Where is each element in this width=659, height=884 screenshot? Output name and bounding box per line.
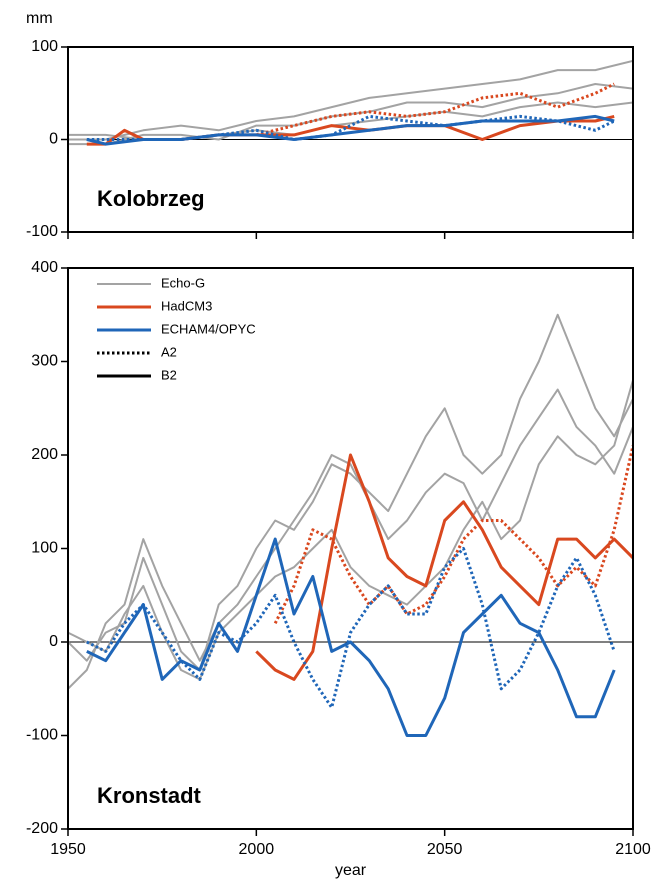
- x-tick-label: 2050: [427, 841, 463, 858]
- series-line: [68, 313, 633, 671]
- y-tick-label: -200: [26, 820, 58, 837]
- y-tick-label: 100: [31, 38, 58, 55]
- x-tick-label: 1950: [50, 841, 86, 858]
- legend-label: A2: [161, 344, 177, 359]
- plot-frame: [67, 267, 634, 830]
- series-line: [68, 379, 633, 681]
- y-tick-label: -100: [26, 223, 58, 240]
- legend-label: Echo-G: [161, 275, 205, 290]
- y-tick-label: -100: [26, 727, 58, 744]
- legend-label: HadCM3: [161, 298, 212, 313]
- series-line: [68, 59, 633, 141]
- series-line: [255, 453, 633, 681]
- x-axis-label: year: [335, 862, 367, 879]
- series-line: [86, 114, 615, 146]
- series-line: [68, 388, 633, 690]
- series-line: [86, 114, 615, 146]
- panel-title: Kolobrzeg: [97, 186, 205, 211]
- legend-label: ECHAM4/OPYC: [161, 321, 256, 336]
- x-tick-label: 2100: [615, 841, 651, 858]
- series-line: [86, 537, 616, 737]
- y-tick-label: 200: [31, 446, 58, 463]
- x-tick-label: 2000: [239, 841, 275, 858]
- panel-title: Kronstadt: [97, 783, 202, 808]
- series-line: [255, 82, 615, 137]
- y-axis-label: mm: [26, 10, 53, 27]
- series-line: [86, 547, 616, 709]
- y-tick-label: 300: [31, 353, 58, 370]
- y-tick-label: 100: [31, 540, 58, 557]
- y-tick-label: 0: [49, 633, 58, 650]
- legend-label: B2: [161, 367, 177, 382]
- series-line: [273, 445, 633, 624]
- y-tick-label: 400: [31, 259, 58, 276]
- y-tick-label: 0: [49, 131, 58, 148]
